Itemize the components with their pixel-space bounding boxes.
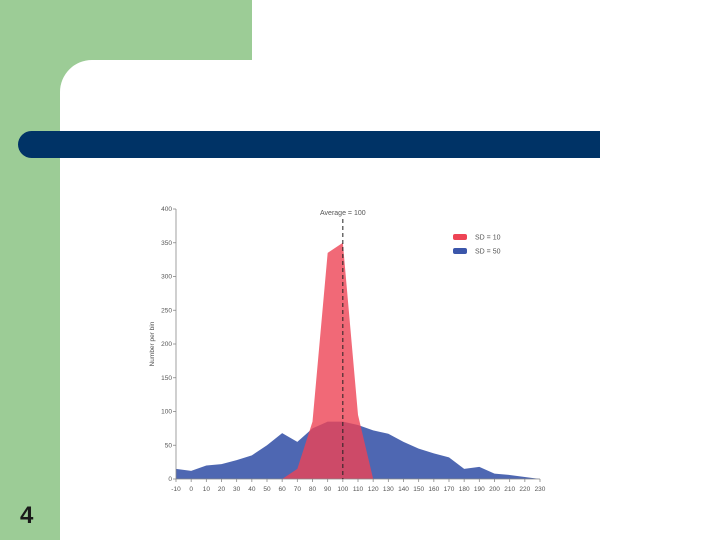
x-tick-label: 230	[535, 486, 546, 493]
data-point	[509, 474, 510, 475]
data-point	[297, 441, 298, 442]
y-tick-label: 0	[168, 476, 172, 483]
x-tick-label: 170	[444, 486, 455, 493]
x-tick-label: 100	[337, 486, 348, 493]
data-point	[236, 460, 237, 461]
x-tick-label: 50	[263, 486, 271, 493]
x-tick-label: 220	[519, 486, 530, 493]
data-point	[312, 421, 313, 422]
data-point	[433, 453, 434, 454]
x-tick-label: 210	[504, 486, 515, 493]
x-tick-label: 160	[428, 486, 439, 493]
data-point	[524, 476, 525, 477]
x-tick-label: 140	[398, 486, 409, 493]
x-tick-label: -10	[171, 486, 181, 493]
y-tick-label: 250	[161, 307, 172, 314]
x-tick-label: 20	[218, 486, 226, 493]
average-annotation: Average = 100	[320, 210, 366, 217]
x-axis-ticks: -10 0 10 20 30 40 50 60 70 80 90 100 110 120 130 140 150…	[171, 479, 546, 493]
data-point	[403, 441, 404, 442]
data-point	[388, 433, 389, 434]
data-point	[479, 466, 480, 467]
legend-label: SD = 50	[475, 249, 501, 256]
data-point	[357, 414, 358, 415]
data-point	[206, 465, 207, 466]
x-tick-label: 190	[474, 486, 485, 493]
x-tick-label: 180	[459, 486, 470, 493]
x-tick-label: 40	[248, 486, 256, 493]
x-tick-label: 60	[279, 486, 287, 493]
x-tick-label: 10	[203, 486, 211, 493]
y-tick-label: 50	[165, 442, 173, 449]
data-point	[448, 457, 449, 458]
x-tick-label: 120	[368, 486, 379, 493]
x-tick-label: 150	[413, 486, 424, 493]
data-point	[327, 252, 328, 253]
legend-swatch	[453, 234, 467, 240]
x-tick-label: 200	[489, 486, 500, 493]
legend: SD = 10 SD = 50	[453, 234, 501, 256]
data-point	[373, 430, 374, 431]
data-point	[251, 455, 252, 456]
y-tick-label: 300	[161, 274, 172, 281]
data-point	[282, 433, 283, 434]
slide-number: 4	[20, 502, 34, 529]
y-tick-label: 150	[161, 375, 172, 382]
data-point	[494, 473, 495, 474]
x-tick-label: 110	[353, 486, 364, 493]
x-tick-label: 80	[309, 486, 317, 493]
data-point	[221, 464, 222, 465]
y-tick-label: 350	[161, 240, 172, 247]
x-tick-label: 90	[324, 486, 332, 493]
legend-label: SD = 10	[475, 235, 501, 242]
plot-area	[176, 242, 540, 479]
x-tick-label: 30	[233, 486, 241, 493]
x-tick-label: 70	[294, 486, 302, 493]
y-tick-label: 200	[161, 341, 172, 348]
y-tick-label: 100	[161, 409, 172, 416]
data-point	[191, 470, 192, 471]
data-point	[297, 468, 298, 469]
title-bar	[18, 131, 600, 158]
data-point	[464, 468, 465, 469]
data-point	[266, 445, 267, 446]
data-point	[418, 448, 419, 449]
y-axis-ticks: 0 50 100 150 200 250 300 350 400	[161, 206, 176, 483]
legend-swatch	[453, 248, 467, 254]
x-tick-label: 130	[383, 486, 394, 493]
y-tick-label: 400	[161, 206, 172, 213]
x-tick-label: 0	[189, 486, 193, 493]
y-axis-label: Number per bin	[149, 321, 156, 366]
series-area-sd-10	[282, 242, 374, 479]
